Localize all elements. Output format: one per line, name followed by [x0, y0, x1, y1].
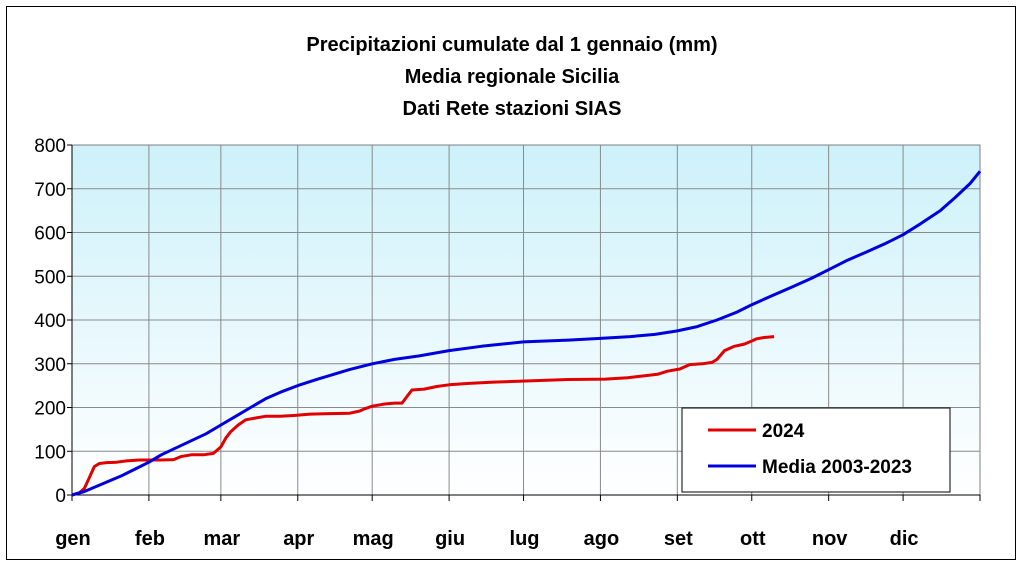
- y-tick-label: 0: [55, 486, 66, 507]
- x-tick-label-apr: apr: [283, 528, 314, 550]
- y-tick-label: 600: [34, 224, 66, 245]
- y-tick-label: 500: [34, 267, 66, 288]
- series-line-1: [71, 170, 982, 497]
- chart-title-line-3: Dati Rete stazioni SIAS: [402, 98, 622, 120]
- y-tick-label: 100: [34, 442, 66, 463]
- y-tick-label: 700: [34, 180, 66, 201]
- x-tick-label-giu: giu: [435, 528, 465, 550]
- series-lines: [71, 170, 982, 497]
- chart-title-line-1: Precipitazioni cumulate dal 1 gennaio (m…: [306, 34, 718, 56]
- x-tick-labels: gen feb mar apr mag giu lug ago set ott nov dic: [55, 528, 918, 550]
- x-tick-label-lug: lug: [510, 528, 540, 550]
- y-tick-label: 300: [34, 355, 66, 376]
- x-tick-label-feb: feb: [135, 528, 165, 550]
- x-tick-label-gen: gen: [55, 528, 91, 550]
- x-tick-label-mag: mag: [353, 528, 394, 550]
- legend-label-1: Media 2003-2023: [762, 457, 912, 478]
- y-tick-label: 400: [34, 311, 66, 332]
- y-tick-label: 200: [34, 399, 66, 420]
- x-tick-label-dic: dic: [890, 528, 919, 550]
- x-tick-label-set: set: [664, 528, 693, 550]
- x-tick-label-ago: ago: [584, 528, 620, 550]
- x-tick-label-ott: ott: [740, 528, 766, 550]
- legend: 2024 Media 2003-2023: [681, 407, 951, 493]
- x-tick-label-mar: mar: [204, 528, 241, 550]
- y-tick-labels: 0 100 200 300 400 500 600 700 800: [34, 136, 66, 507]
- legend-label-0: 2024: [762, 421, 805, 442]
- legend-box: [681, 407, 951, 493]
- chart-title-line-2: Media regionale Sicilia: [404, 66, 620, 88]
- y-tick-label: 800: [34, 136, 66, 157]
- axes: [67, 144, 981, 501]
- x-tick-label-nov: nov: [812, 528, 848, 550]
